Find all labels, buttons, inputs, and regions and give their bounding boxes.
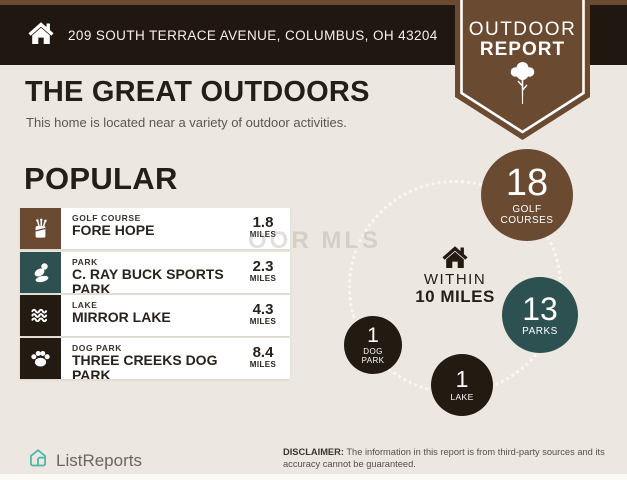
stat-label: LAKE bbox=[450, 391, 474, 402]
bottom-strip bbox=[0, 474, 627, 480]
item-distance: 2.3 MILES bbox=[236, 252, 290, 293]
distance-unit: MILES bbox=[249, 274, 277, 283]
disclaimer-label: DISCLAIMER: bbox=[283, 447, 344, 457]
person-playing-icon bbox=[20, 252, 61, 293]
item-distance: 4.3 MILES bbox=[236, 295, 290, 336]
stat-count: 18 bbox=[505, 161, 549, 204]
item-text: GOLF COURSE FORE HOPE bbox=[61, 208, 236, 249]
distance-value: 4.3 bbox=[252, 301, 274, 318]
distance-unit: MILES bbox=[249, 317, 277, 326]
badge-text: OUTDOOR REPORT bbox=[455, 20, 590, 60]
house-icon bbox=[28, 21, 54, 50]
item-distance: 1.8 MILES bbox=[236, 208, 290, 249]
distance-value: 1.8 bbox=[252, 214, 274, 231]
item-text: DOG PARK THREE CREEKS DOG PARK bbox=[61, 338, 236, 379]
item-category: LAKE bbox=[72, 300, 98, 310]
item-name: THREE CREEKS DOG PARK bbox=[72, 352, 218, 379]
within-label: WITHIN bbox=[423, 271, 487, 288]
item-name: C. RAY BUCK SPORTS PARK bbox=[72, 266, 224, 293]
item-text: LAKE MIRROR LAKE bbox=[61, 295, 236, 336]
badge-line1: OUTDOOR bbox=[468, 19, 577, 40]
waves-icon bbox=[20, 295, 61, 336]
stat-label: PARKS bbox=[522, 325, 558, 337]
listreports-brand: ListReports bbox=[28, 448, 142, 473]
stat-count: 1 bbox=[367, 323, 379, 347]
golf-bag-icon bbox=[20, 208, 61, 249]
distance-unit: MILES bbox=[249, 360, 277, 369]
stat-count: 13 bbox=[522, 290, 558, 327]
list-item-golf-course: GOLF COURSE FORE HOPE 1.8 MILES bbox=[20, 208, 290, 249]
page-subtitle: This home is located near a variety of o… bbox=[26, 115, 347, 130]
list-item-lake: LAKE MIRROR LAKE 4.3 MILES bbox=[20, 295, 290, 336]
distance-value: 2.3 bbox=[252, 258, 274, 275]
item-name: MIRROR LAKE bbox=[72, 309, 171, 325]
stat-label: DOG PARK bbox=[361, 346, 385, 365]
tree-icon bbox=[510, 62, 535, 104]
item-text: PARK C. RAY BUCK SPORTS PARK bbox=[61, 252, 236, 293]
disclaimer-text: DISCLAIMER: The information in this repo… bbox=[283, 446, 618, 470]
list-item-dog-park: DOG PARK THREE CREEKS DOG PARK 8.4 MILES bbox=[20, 338, 290, 379]
brand-name: ListReports bbox=[56, 450, 142, 470]
mls-watermark: OOR MLS bbox=[248, 227, 381, 254]
distance-unit: MILES bbox=[249, 230, 277, 239]
home-marker-icon bbox=[441, 245, 469, 274]
list-item-park: PARK C. RAY BUCK SPORTS PARK 2.3 MILES bbox=[20, 252, 290, 293]
property-address: 209 SOUTH TERRACE AVENUE, COLUMBUS, OH 4… bbox=[68, 27, 438, 43]
page-title: THE GREAT OUTDOORS bbox=[25, 76, 370, 108]
radius-label: 10 MILES bbox=[415, 287, 495, 306]
item-name: FORE HOPE bbox=[72, 222, 155, 238]
outdoor-report-badge: OUTDOOR REPORT bbox=[455, 0, 590, 142]
item-distance: 8.4 MILES bbox=[236, 338, 290, 379]
item-category: DOG PARK bbox=[72, 343, 122, 353]
stat-bubble-parks: 13 PARKS bbox=[502, 277, 578, 353]
stat-bubble-dog-park: 1 DOG PARK bbox=[344, 316, 402, 374]
popular-section-heading: POPULAR bbox=[24, 161, 178, 196]
stat-count: 1 bbox=[455, 365, 469, 392]
item-category: PARK bbox=[72, 257, 98, 267]
distance-value: 8.4 bbox=[252, 344, 274, 361]
item-category: GOLF COURSE bbox=[72, 213, 141, 223]
listreports-logo-icon bbox=[28, 448, 48, 473]
disclaimer-body: The information in this report is from t… bbox=[283, 447, 605, 469]
badge-line2: REPORT bbox=[479, 39, 566, 60]
top-accent-strip bbox=[0, 0, 627, 5]
stat-bubble-golf-courses: 18 GOLF COURSES bbox=[481, 149, 573, 241]
stat-bubble-lake: 1 LAKE bbox=[431, 354, 493, 416]
paw-icon bbox=[20, 338, 61, 379]
stat-label: GOLF COURSES bbox=[500, 203, 554, 226]
